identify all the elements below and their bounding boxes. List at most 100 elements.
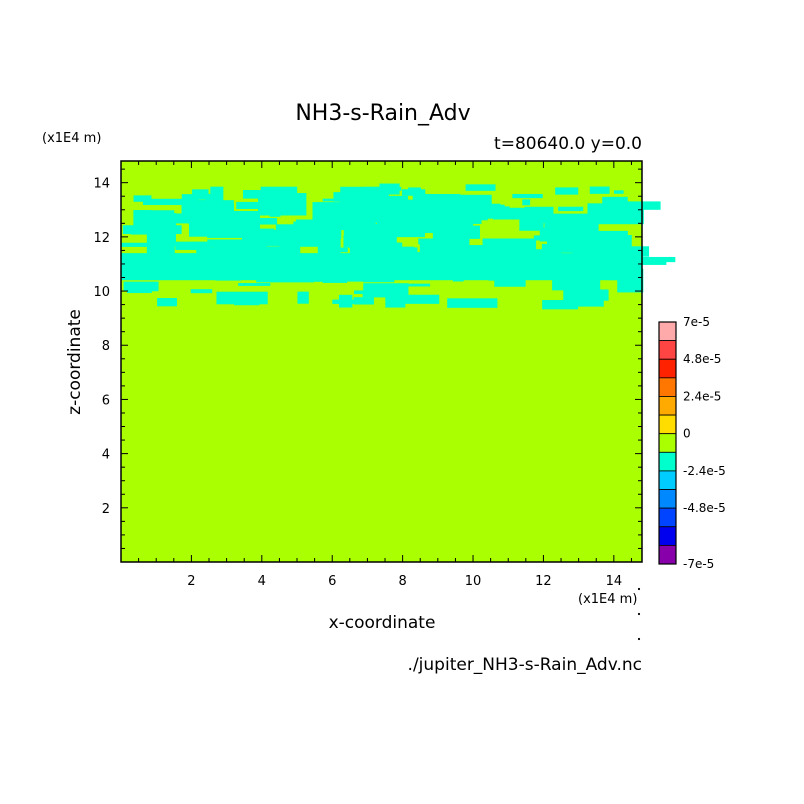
negative-region <box>393 294 440 304</box>
colorbar-swatch <box>658 396 677 416</box>
colorbar-swatch <box>658 433 677 453</box>
colorbar-frame <box>658 321 677 565</box>
x-tick-label: 4 <box>258 574 266 589</box>
negative-region <box>546 237 605 252</box>
negative-region <box>362 198 393 212</box>
negative-region <box>133 195 152 202</box>
colorbar-swatch <box>658 489 677 509</box>
negative-region <box>333 192 345 202</box>
negative-region <box>617 259 629 276</box>
negative-region <box>338 210 375 216</box>
negative-region <box>363 283 409 297</box>
colorbar-swatch <box>658 321 677 342</box>
negative-region <box>354 290 404 294</box>
y-tick-label: 10 <box>93 285 110 300</box>
negative-region <box>241 237 297 246</box>
negative-region <box>558 206 584 212</box>
negative-region <box>239 203 255 209</box>
negative-region <box>196 247 216 262</box>
y-tick-label: 4 <box>102 448 110 463</box>
axis-ticks: 2 4 6 8 10 12 14 2 4 6 8 10 12 14 <box>93 161 642 589</box>
negative-region <box>216 291 268 305</box>
negative-region <box>432 226 465 247</box>
negative-region <box>242 190 268 199</box>
z-unit-label: (x1E4 m) <box>42 131 101 146</box>
y-tick-label: 6 <box>102 393 110 408</box>
colorbar-swatch <box>658 544 677 565</box>
negative-region <box>345 262 384 282</box>
negative-region <box>616 256 676 263</box>
negative-region <box>293 221 310 229</box>
plot-area: 2 4 6 8 10 12 14 2 4 6 8 10 12 14 <box>93 160 676 589</box>
negative-region <box>613 190 624 194</box>
x-tick-label: 8 <box>398 574 406 589</box>
negative-region <box>388 265 446 276</box>
negative-region <box>135 210 175 228</box>
negative-region <box>122 225 182 235</box>
x-tick-label: 6 <box>328 574 336 589</box>
negative-region <box>242 246 301 265</box>
negative-region <box>589 186 610 194</box>
colorbar-label: -7e-5 <box>683 557 714 571</box>
negative-region <box>494 274 526 287</box>
negative-region <box>192 189 209 200</box>
colorbar-swatch <box>658 507 677 528</box>
negative-region <box>608 246 650 257</box>
negative-region <box>349 242 403 249</box>
y-tick-label: 8 <box>102 339 110 354</box>
negative-region <box>338 294 353 308</box>
colorbar-label: -4.8e-5 <box>683 501 726 515</box>
negative-region <box>377 218 425 238</box>
negative-region <box>258 201 297 207</box>
y-tick-label: 12 <box>93 231 110 246</box>
negative-region <box>322 198 339 202</box>
negative-region <box>238 283 271 286</box>
negative-region <box>303 256 327 264</box>
negative-region <box>521 265 540 270</box>
colorbar-label: 2.4e-5 <box>683 389 721 403</box>
negative-region <box>121 242 156 247</box>
negative-region <box>617 279 644 293</box>
negative-region <box>190 289 213 294</box>
negative-region <box>355 235 374 245</box>
colorbar-swatch <box>658 340 677 360</box>
chart-subtitle: t=80640.0 y=0.0 <box>494 134 642 154</box>
negative-region <box>297 291 309 304</box>
negative-region <box>602 248 614 259</box>
x-tick-label: 10 <box>465 574 482 589</box>
negative-region <box>482 238 537 256</box>
negative-region <box>462 209 488 221</box>
negative-region <box>527 268 559 277</box>
colorbar-swatch <box>658 414 677 435</box>
negative-region <box>436 201 452 207</box>
negative-region <box>123 281 159 292</box>
negative-band <box>121 183 676 310</box>
negative-region <box>465 184 496 191</box>
negative-region <box>610 201 661 210</box>
negative-region <box>602 196 628 214</box>
negative-region <box>215 265 242 281</box>
negative-region <box>353 297 374 305</box>
negative-region <box>574 269 613 277</box>
negative-region <box>602 211 634 218</box>
negative-region <box>452 273 464 282</box>
negative-region <box>175 241 211 250</box>
colorbar-swatch <box>658 451 677 472</box>
colorbar-label: 0 <box>683 427 691 441</box>
colorbar-swatch <box>658 377 677 397</box>
negative-region <box>256 271 314 283</box>
negative-region <box>542 300 579 310</box>
colorbar: 7e-5 4.8e-5 2.4e-5 0 -2.4e-5 -4.8e-5 -7e-5 <box>658 315 726 571</box>
negative-region <box>393 247 418 256</box>
plot-frame <box>120 160 643 563</box>
x-tick-label: 2 <box>187 574 195 589</box>
negative-region <box>570 288 583 294</box>
negative-region <box>254 217 278 225</box>
negative-region <box>555 187 579 195</box>
negative-region <box>552 279 601 291</box>
negative-region <box>522 199 531 206</box>
negative-region <box>157 298 178 307</box>
negative-region <box>524 206 554 218</box>
negative-region <box>178 263 205 275</box>
